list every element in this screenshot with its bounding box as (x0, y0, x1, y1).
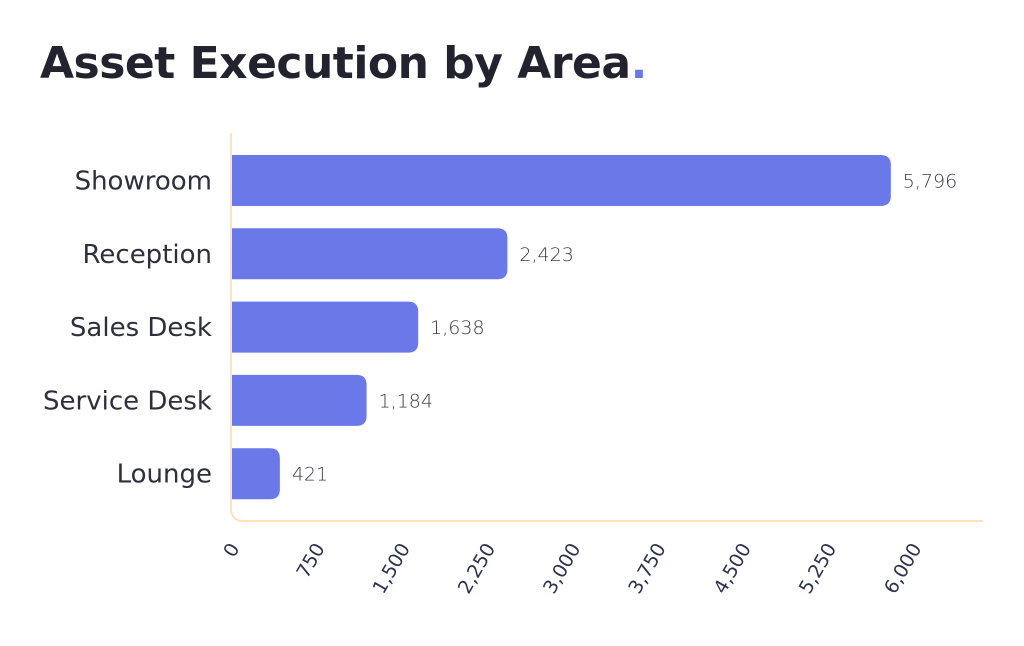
x-tick-label: 2,250 (454, 540, 500, 598)
category-label: Reception (83, 240, 213, 270)
title-accent-dot: . (630, 38, 648, 89)
category-label: Sales Desk (70, 313, 212, 343)
x-tick-label: 6,000 (880, 540, 926, 598)
bar-sales-desk[interactable] (232, 301, 419, 353)
chart-title: Asset Execution by Area. (40, 38, 647, 89)
value-label: 5,796 (903, 171, 957, 193)
category-label: Service Desk (43, 386, 212, 416)
labels-group: Showroom 5,796 Reception 2,423 Sales Desk 1,6… (43, 167, 957, 598)
x-tick-label: 3,750 (624, 540, 670, 598)
x-tick-label: 1,500 (369, 540, 415, 598)
x-tick-label: 5,250 (795, 540, 841, 598)
value-label: 421 (292, 464, 328, 486)
category-label: Lounge (117, 460, 212, 490)
chart-title-text: Asset Execution by Area (40, 38, 631, 89)
value-label: 1,184 (379, 390, 433, 412)
value-label: 1,638 (430, 317, 484, 339)
bar-service-desk[interactable] (232, 374, 367, 426)
bar-lounge[interactable] (232, 448, 280, 500)
axis-line (230, 133, 983, 522)
axes-group (230, 133, 983, 522)
category-label: Showroom (75, 167, 212, 197)
x-tick-label: 750 (292, 540, 329, 582)
bar-showroom[interactable] (232, 155, 891, 206)
bars-group (232, 155, 891, 500)
value-label: 2,423 (519, 244, 573, 266)
x-tick-label: 0 (219, 540, 244, 561)
x-tick-label: 4,500 (710, 540, 756, 598)
bar-reception[interactable] (232, 228, 508, 280)
x-tick-label: 3,000 (539, 540, 585, 598)
